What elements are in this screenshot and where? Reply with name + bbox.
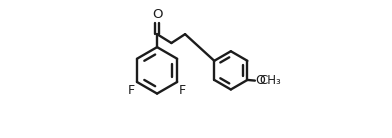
Text: F: F xyxy=(178,84,185,97)
Text: O: O xyxy=(152,8,162,21)
Text: F: F xyxy=(127,84,134,97)
Text: O: O xyxy=(255,74,265,87)
Text: CH₃: CH₃ xyxy=(259,74,281,87)
